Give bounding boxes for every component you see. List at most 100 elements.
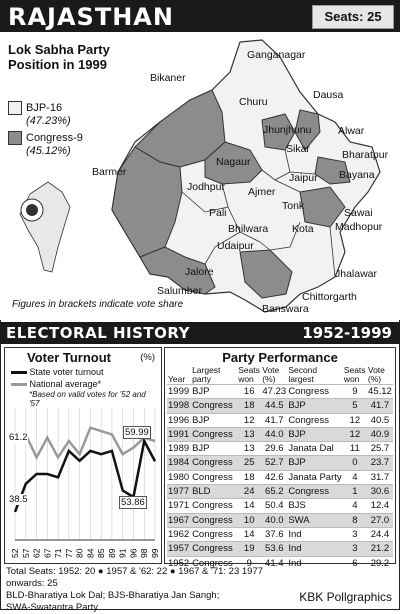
table-cell: 12: [342, 412, 367, 428]
col-vote-2: Vote (%): [367, 365, 385, 384]
header-bar: RAJASTHAN Seats: 25: [0, 0, 400, 32]
region-jalore: [139, 246, 216, 295]
table-cell: 29.6: [261, 441, 288, 456]
table-cell: Congress: [191, 526, 238, 542]
table-cell: 41.4: [261, 555, 288, 570]
table-cell: Congress: [191, 398, 238, 414]
region-nagaur: [204, 141, 263, 185]
table-cell: BJP: [191, 412, 238, 428]
table-cell: 16: [237, 383, 262, 399]
table-cell: BJP: [287, 426, 343, 442]
turnout-value-label: 61.2: [9, 432, 28, 443]
table-cell: 52.7: [261, 455, 288, 471]
map-label: Jhalawar: [335, 268, 378, 280]
map-label: Jalore: [185, 266, 214, 278]
table-cell: 1957: [167, 541, 192, 557]
table-cell: 9: [237, 555, 262, 570]
x-tick-label: 99: [150, 548, 160, 558]
table-row: 1967 Congress 10 40.0 SWA 8 27.0: [167, 512, 393, 528]
map-title: Lok Sabha Party Position in 1999: [8, 42, 110, 72]
turnout-chart: 52 57 62 67 71 77 80 84 85 89 91 96 98 99: [10, 408, 160, 558]
table-cell: 12: [342, 426, 367, 442]
india-inset-map: [19, 181, 71, 273]
map-label: Bharatpur: [342, 149, 389, 161]
region-barmer: [111, 146, 183, 258]
table-cell: 3: [342, 541, 367, 557]
table-row: 1999 BJP 16 47.23 Congress 9 45.12: [167, 383, 393, 399]
performance-title: Party Performance: [222, 350, 338, 365]
map-label: Jhunjhunu: [263, 124, 312, 136]
table-cell: 30.6: [366, 484, 393, 499]
table-cell: 1: [342, 484, 367, 499]
map-label: Nagaur: [216, 156, 251, 168]
table-cell: 44.5: [261, 398, 288, 414]
table-cell: 29.2: [366, 555, 393, 570]
x-tick-label: 71: [53, 548, 63, 558]
table-cell: Congress: [191, 469, 238, 485]
turnout-title: Voter Turnout: [27, 350, 112, 365]
footer-notes: Total Seats: 1952: 20 ● 1957 & '62: 22 ●…: [6, 566, 286, 614]
table-cell: BJP: [287, 398, 343, 414]
map-label: Sawai: [344, 207, 373, 219]
x-tick-label: 85: [96, 548, 106, 558]
region-sawai: [299, 186, 346, 228]
table-cell: 50.4: [261, 498, 288, 514]
table-cell: 1962: [167, 526, 192, 542]
table-cell: 3: [342, 526, 367, 542]
map-label: Sikar: [286, 143, 310, 155]
table-cell: Congress: [191, 498, 238, 514]
legend-state-turnout: State voter turnout: [11, 367, 104, 377]
x-tick-label: 67: [42, 548, 52, 558]
table-cell: Congress: [191, 426, 238, 442]
table-cell: 41.7: [261, 412, 288, 428]
table-cell: BJP: [191, 441, 238, 456]
table-cell: 12.4: [366, 498, 393, 514]
abbrev-note-1: BLD-Bharatiya Lok Dal; BJS-Bharatiya Jan…: [6, 590, 220, 601]
table-row: 1996 BJP 12 41.7 Congress 12 40.5: [167, 412, 393, 428]
map-label: Bhilwara: [228, 223, 269, 235]
table-cell: 23.7: [366, 455, 393, 471]
map-label: Ganganagar: [247, 49, 306, 61]
history-years: 1952-1999: [302, 324, 392, 342]
brand-credit: KBK Pollgraphics: [299, 590, 392, 604]
region-jhunjhunu: [261, 113, 296, 151]
table-row: 1971 Congress 14 50.4 BJS 4 12.4: [167, 498, 393, 514]
col-year: Year: [168, 374, 186, 384]
table-cell: BJP: [191, 383, 238, 399]
table-cell: 11: [342, 441, 367, 456]
performance-panel: Party Performance Year Largest party Sea…: [164, 347, 396, 570]
table-cell: 0: [342, 455, 367, 471]
table-cell: 25: [237, 455, 262, 471]
table-cell: 12: [237, 412, 262, 428]
seats-badge: Seats: 25: [312, 5, 394, 29]
table-cell: Congress: [191, 512, 238, 528]
map-label: Jaipur: [289, 172, 318, 184]
table-cell: 1989: [167, 441, 192, 456]
map-label: Bayana: [339, 169, 375, 181]
x-tick-label: 80: [75, 548, 85, 558]
turnout-footnote: *Based on valid votes for '52 and '57: [29, 390, 146, 408]
table-cell: BJP: [287, 455, 343, 471]
col-vote: Vote (%): [262, 365, 280, 384]
table-cell: Janata Dal: [287, 441, 343, 456]
col-largest-party: Largest party: [192, 365, 221, 384]
map-label: Bikaner: [150, 72, 186, 84]
col-second-largest: Second largest: [288, 365, 318, 384]
table-row: 1989 BJP 13 29.6 Janata Dal 11 25.7: [167, 441, 393, 456]
table-cell: 18: [237, 469, 262, 485]
legend-bjp: BJP-16 (47.23%): [8, 101, 71, 128]
col-seats-won: Seats won: [238, 365, 260, 384]
table-cell: 1998: [167, 398, 192, 414]
table-cell: 40.9: [366, 426, 393, 442]
map-label: Churu: [239, 96, 268, 108]
table-cell: Congress: [287, 484, 343, 499]
table-cell: 65.2: [261, 484, 288, 499]
map-label: Chittorgarth: [302, 291, 357, 303]
map-label: Dausa: [313, 89, 344, 101]
map-label: Udaipur: [217, 240, 254, 252]
abbrev-note-2: SWA-Swatantra Party: [6, 602, 99, 613]
table-cell: 24: [237, 484, 262, 499]
map-label: Pali: [209, 207, 227, 219]
x-tick-label: 89: [107, 548, 117, 558]
turnout-value-label: 59.99: [123, 426, 151, 439]
